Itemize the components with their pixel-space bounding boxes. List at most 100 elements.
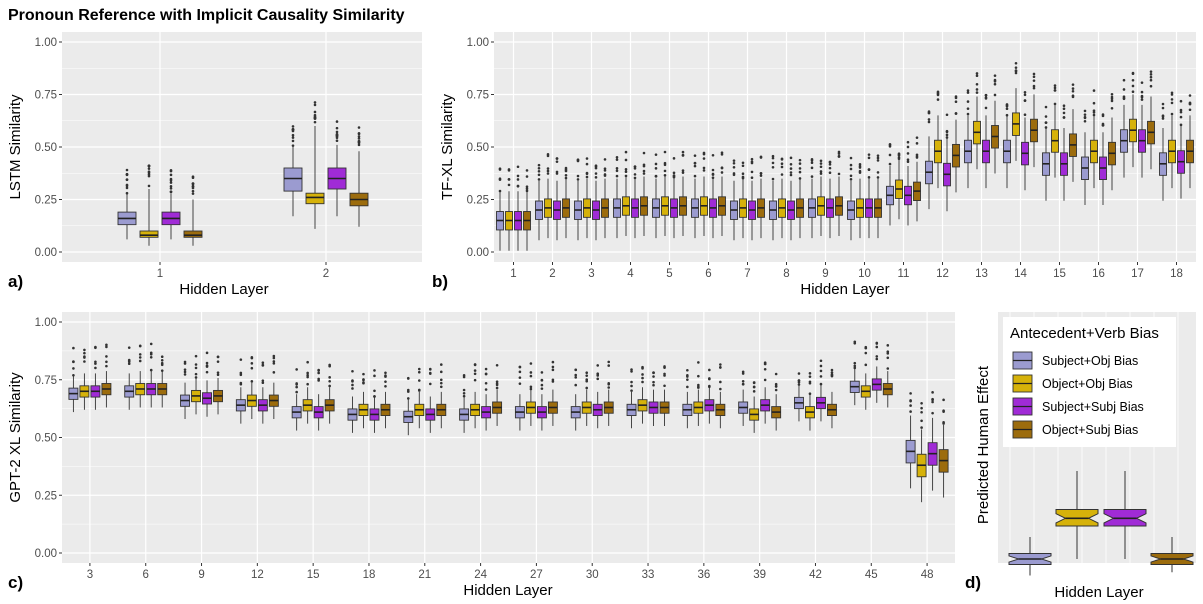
outlier-point bbox=[495, 382, 499, 385]
box-rect bbox=[139, 230, 159, 238]
outlier-point bbox=[507, 183, 511, 187]
outlier-point bbox=[335, 136, 339, 140]
outlier-point bbox=[1092, 109, 1096, 113]
outlier-point bbox=[1122, 78, 1126, 82]
y-tick-label: 0.50 bbox=[35, 142, 57, 154]
outlier-point bbox=[624, 158, 628, 162]
box-8-subject-obj-bias bbox=[769, 154, 777, 241]
outlier-point bbox=[1149, 73, 1153, 76]
outlier-point bbox=[1083, 119, 1087, 123]
box-rect bbox=[283, 167, 303, 192]
outlier-point bbox=[239, 373, 243, 377]
box-27-object-subj-bias bbox=[547, 360, 558, 426]
outlier-point bbox=[837, 150, 841, 154]
outlier-point bbox=[652, 371, 655, 374]
outlier-point bbox=[607, 360, 611, 364]
outlier-point bbox=[357, 135, 361, 138]
outlier-point bbox=[789, 167, 793, 170]
outlier-point bbox=[537, 178, 541, 181]
x-tick-label: 45 bbox=[865, 569, 878, 581]
outlier-point bbox=[966, 112, 970, 116]
box-12-subject-subj-bias bbox=[943, 113, 951, 212]
outlier-point bbox=[125, 178, 129, 181]
outlier-point bbox=[585, 162, 589, 166]
outlier-point bbox=[1053, 86, 1057, 90]
x-tick-label: 33 bbox=[642, 569, 655, 581]
y-tick-label: 0.50 bbox=[35, 433, 57, 445]
box-2-subject-subj-bias bbox=[327, 120, 347, 217]
outlier-point bbox=[125, 186, 129, 190]
outlier-point bbox=[473, 369, 477, 372]
box-3-object-obj-bias bbox=[79, 348, 90, 410]
outlier-point bbox=[525, 169, 529, 172]
outlier-point bbox=[936, 98, 940, 101]
outlier-point bbox=[335, 132, 339, 136]
outlier-point bbox=[1170, 101, 1174, 105]
outlier-point bbox=[1131, 84, 1135, 88]
box-10-subject-obj-bias bbox=[847, 156, 855, 241]
outlier-point bbox=[830, 374, 834, 378]
outlier-point bbox=[915, 136, 919, 139]
outlier-point bbox=[169, 190, 173, 194]
outlier-point bbox=[920, 419, 923, 423]
outlier-point bbox=[1179, 123, 1183, 127]
outlier-point bbox=[798, 170, 802, 174]
outlier-point bbox=[313, 103, 317, 107]
outlier-point bbox=[711, 173, 715, 176]
x-tick-label: 30 bbox=[586, 569, 599, 581]
outlier-point bbox=[105, 364, 108, 368]
outlier-point bbox=[672, 174, 676, 178]
box-9-subject-subj-bias bbox=[202, 351, 212, 417]
outlier-point bbox=[94, 360, 97, 364]
outlier-point bbox=[1122, 88, 1126, 91]
outlier-point bbox=[373, 369, 376, 372]
outlier-point bbox=[317, 371, 320, 375]
outlier-point bbox=[72, 373, 75, 377]
box-39-object-obj-bias bbox=[749, 381, 760, 433]
box-24-object-subj-bias bbox=[492, 363, 503, 426]
y-tick-label: 0.50 bbox=[467, 142, 489, 154]
outlier-point bbox=[615, 158, 619, 161]
outlier-point bbox=[633, 176, 637, 180]
box-33-object-subj-bias bbox=[659, 365, 670, 426]
outlier-point bbox=[789, 156, 793, 160]
outlier-point bbox=[357, 132, 361, 135]
outlier-point bbox=[295, 368, 298, 371]
outlier-point bbox=[1161, 117, 1165, 120]
box-12-object-subj-bias bbox=[952, 95, 960, 193]
outlier-point bbox=[1014, 71, 1018, 75]
outlier-point bbox=[105, 355, 108, 358]
outlier-point bbox=[205, 370, 209, 374]
outlier-point bbox=[160, 361, 164, 365]
box-6-subject-obj-bias bbox=[124, 346, 135, 410]
box-16-subject-subj-bias bbox=[1099, 113, 1107, 205]
outlier-point bbox=[537, 173, 541, 177]
outlier-point bbox=[849, 156, 853, 160]
box-16-subject-obj-bias bbox=[1081, 109, 1089, 205]
outlier-point bbox=[518, 382, 522, 385]
box-36-object-obj-bias bbox=[693, 361, 704, 426]
outlier-point bbox=[462, 375, 466, 379]
outlier-point bbox=[574, 373, 578, 377]
outlier-point bbox=[909, 399, 912, 403]
outlier-point bbox=[291, 133, 295, 137]
outlier-point bbox=[295, 385, 298, 389]
outlier-point bbox=[313, 120, 317, 124]
outlier-point bbox=[993, 82, 997, 86]
outlier-point bbox=[105, 345, 108, 349]
outlier-point bbox=[473, 372, 477, 376]
outlier-point bbox=[624, 150, 628, 154]
outlier-point bbox=[819, 172, 823, 175]
outlier-point bbox=[720, 166, 724, 170]
x-tick-label: 18 bbox=[1170, 268, 1183, 280]
box-3-object-subj-bias bbox=[101, 343, 112, 408]
outlier-point bbox=[306, 382, 309, 386]
outlier-point bbox=[328, 379, 331, 383]
figure-title: Pronoun Reference with Implicit Causalit… bbox=[8, 7, 405, 24]
outlier-point bbox=[630, 370, 633, 373]
y-tick-label: 0.75 bbox=[35, 90, 57, 102]
outlier-point bbox=[306, 371, 309, 375]
outlier-point bbox=[160, 355, 164, 359]
outlier-point bbox=[439, 385, 443, 389]
